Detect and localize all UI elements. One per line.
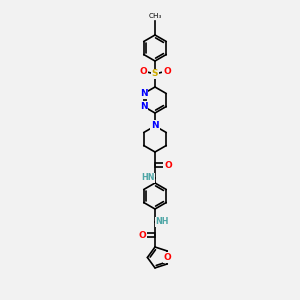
Text: HN: HN	[141, 173, 155, 182]
Text: N: N	[140, 89, 148, 98]
Text: O: O	[138, 230, 146, 239]
Text: CH₃: CH₃	[148, 13, 162, 19]
Text: O: O	[139, 67, 147, 76]
Text: N: N	[140, 102, 148, 111]
Text: NH: NH	[155, 218, 169, 226]
Text: S: S	[152, 70, 158, 79]
Text: N: N	[151, 121, 159, 130]
Text: O: O	[164, 160, 172, 169]
Text: O: O	[163, 67, 171, 76]
Text: O: O	[164, 253, 171, 262]
